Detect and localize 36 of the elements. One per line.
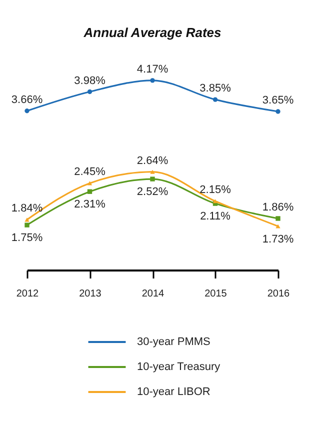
data-label: 1.86% (262, 201, 294, 214)
data-label: 2.52% (136, 186, 168, 198)
x-tick-label: 2013 (79, 288, 102, 300)
point (24, 222, 30, 228)
point (212, 97, 218, 102)
legend-label: 30-year PMMS (137, 336, 210, 348)
point (87, 89, 92, 94)
point (150, 176, 155, 182)
point (276, 109, 280, 114)
x-tick-label: 2012 (16, 288, 40, 300)
data-label: 2.11% (200, 210, 231, 223)
point (212, 199, 218, 204)
data-label: 1.73% (262, 233, 294, 246)
legend-label: 10-year Treasury (137, 361, 221, 373)
data-label: 4.17% (136, 63, 168, 76)
data-label: 2.45% (74, 166, 106, 178)
data-label: 3.66% (11, 94, 43, 106)
point (150, 78, 155, 83)
x-tick-label: 2015 (204, 288, 228, 300)
point (276, 216, 280, 221)
x-tick-label: 2016 (267, 288, 290, 300)
x-tick-label: 2014 (142, 288, 165, 300)
data-label: 1.84% (11, 202, 43, 215)
data-label: 3.65% (262, 94, 294, 106)
data-label: 1.75% (11, 232, 43, 244)
data-label: 3.98% (74, 74, 106, 87)
data-label: 2.31% (74, 198, 106, 211)
point (24, 108, 30, 114)
data-label: 3.85% (200, 82, 232, 95)
legend-label: 10-year LIBOR (137, 386, 210, 398)
data-label: 2.64% (136, 154, 168, 167)
chart-title: Annual Average Rates (82, 25, 222, 40)
data-label: 2.15% (200, 184, 232, 196)
point (276, 224, 280, 228)
point (87, 189, 92, 194)
point (150, 170, 155, 174)
